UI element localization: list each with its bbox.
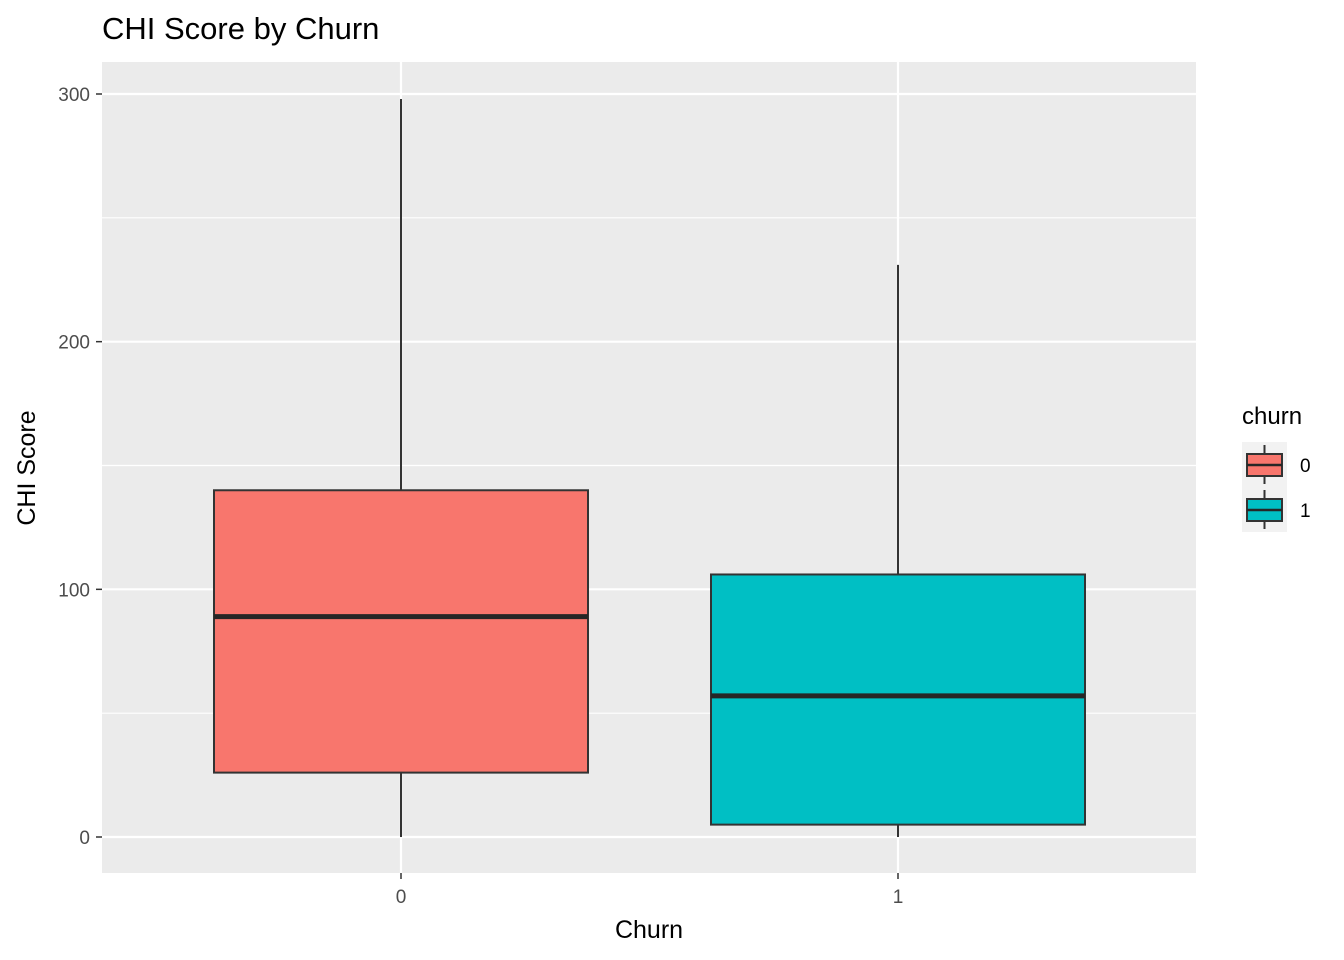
x-tick-label: 0 (396, 887, 407, 908)
x-tick-label: 1 (893, 887, 904, 908)
legend-title: churn (1242, 403, 1302, 430)
y-tick-label: 0 (79, 828, 90, 849)
legend: churn 0 1 (1242, 403, 1311, 532)
legend-label: 1 (1300, 501, 1311, 522)
chart-title: CHI Score by Churn (102, 11, 379, 46)
box-group-1 (710, 264, 1086, 837)
x-axis-title: Churn (615, 916, 683, 944)
legend-key-0 (1242, 442, 1287, 487)
y-tick-label: 200 (58, 333, 90, 354)
y-tick-label: 300 (58, 85, 90, 106)
legend-key-1 (1242, 487, 1287, 532)
box-1 (710, 573, 1086, 826)
boxes (213, 98, 1086, 837)
y-tick-label: 100 (58, 580, 90, 601)
legend-label: 0 (1300, 456, 1311, 477)
box-0 (213, 489, 589, 774)
y-axis: 0 100 200 300 (58, 85, 102, 849)
y-axis-title: CHI Score (13, 410, 41, 525)
box-group-0 (213, 98, 589, 837)
